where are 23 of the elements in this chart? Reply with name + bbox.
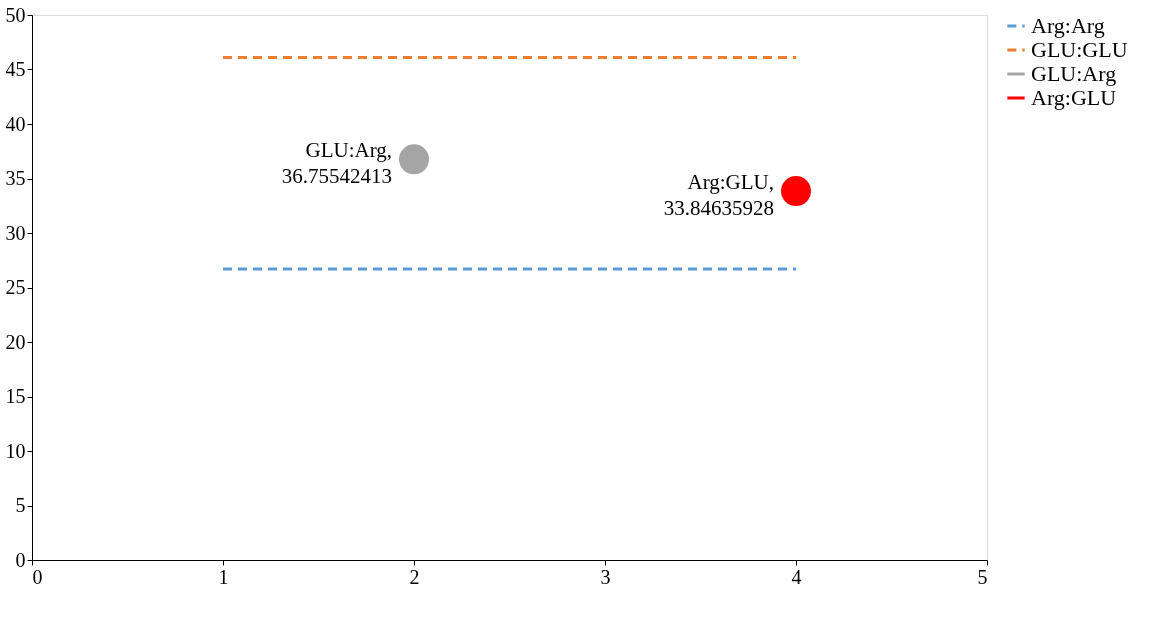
y-tick-label: 40 — [5, 112, 26, 135]
y-tick-label: 25 — [5, 276, 26, 298]
x-tick-label: 5 — [977, 565, 988, 588]
legend-label: GLU:GLU — [1031, 37, 1128, 62]
annotation: Arg:GLU, 33.84635928 — [663, 170, 774, 221]
x-tick-label: 2 — [409, 565, 420, 588]
y-tick-label: 30 — [5, 221, 26, 244]
y-tick-label: 0 — [15, 548, 26, 571]
legend-label: Arg:GLU — [1031, 85, 1117, 110]
x-tick-label: 3 — [600, 565, 611, 588]
y-tick-label: 5 — [15, 494, 26, 516]
y-tick-label: 35 — [5, 167, 26, 189]
annotation: GLU:Arg, 36.75542413 — [281, 138, 392, 189]
y-tick-label: 45 — [5, 58, 26, 80]
legend-label: Arg:Arg — [1031, 13, 1105, 38]
x-tick-label: 0 — [32, 565, 43, 588]
legend-label: GLU:Arg — [1031, 61, 1117, 86]
y-tick-label: 15 — [5, 385, 26, 407]
y-tick-label: 10 — [5, 439, 26, 462]
y-tick-label: 20 — [5, 330, 26, 353]
x-tick-label: 4 — [791, 565, 802, 588]
y-tick-label: 50 — [5, 3, 26, 26]
x-tick-label: 1 — [218, 565, 229, 588]
